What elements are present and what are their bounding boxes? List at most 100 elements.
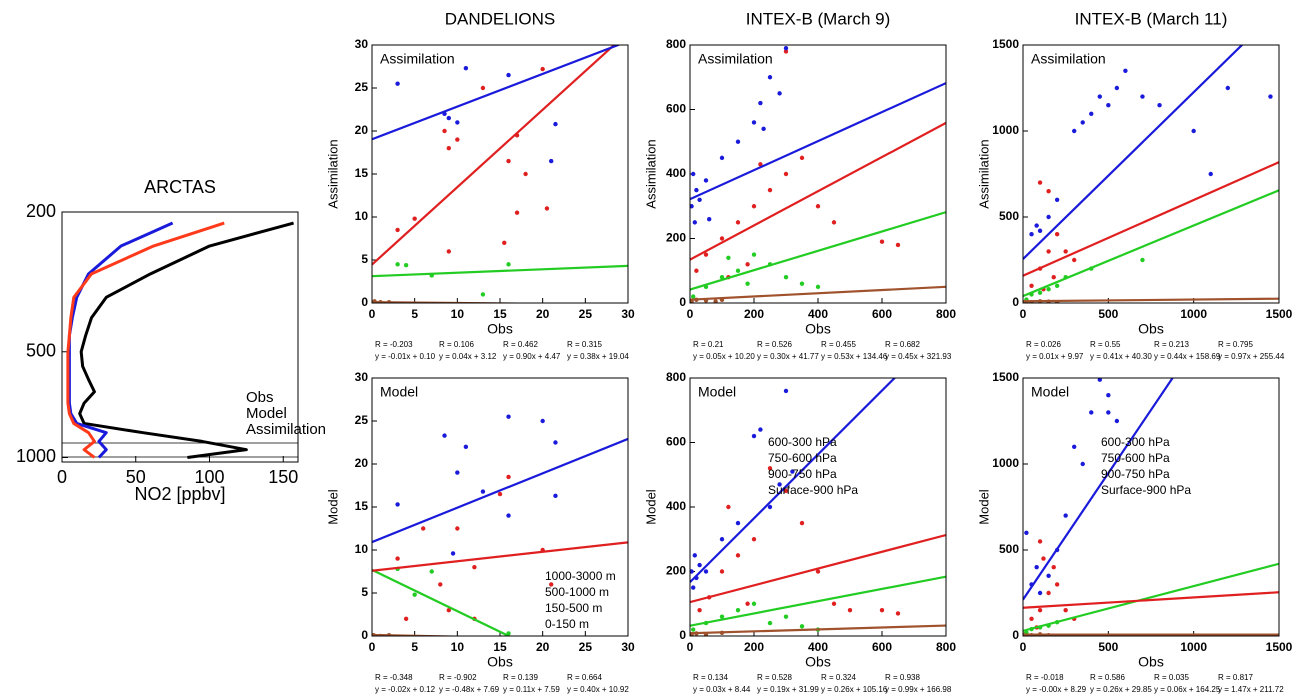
point <box>767 504 773 510</box>
fit-stats: y = 0.44x + 158.69 <box>1154 352 1221 361</box>
legend-label: 750-600 hPa <box>768 451 837 465</box>
legend-label: 0-150 m <box>545 617 589 631</box>
panel: 0 500 1000 1500 0 500 1000 1500 R = -0.018 y = -0… <box>976 370 1292 694</box>
point <box>544 206 550 211</box>
legend-label: Model <box>246 405 287 422</box>
point <box>767 187 773 193</box>
y-tick-label: 200 <box>666 564 686 578</box>
point <box>745 601 750 606</box>
point <box>703 569 709 574</box>
fit-stats: y = 0.01x + 9.97 <box>1026 352 1084 361</box>
point <box>1041 556 1046 561</box>
x-tick-label: 25 <box>579 307 593 321</box>
fit-line <box>372 264 628 278</box>
y-tick-label: 1000 <box>992 123 1019 137</box>
panel: INTEX-B (March 9) 0 200 400 600 800 0 200 400 600… <box>643 9 956 361</box>
plot-frame <box>61 211 299 463</box>
point <box>799 155 805 161</box>
point <box>790 469 795 474</box>
plot-frame <box>1022 44 1280 304</box>
y-tick-label: 1500 <box>992 370 1019 384</box>
fit-stats: y = 0.53x + 134.46 <box>821 352 888 361</box>
fit-line <box>690 575 946 627</box>
point <box>549 158 554 164</box>
fit-line <box>1023 591 1279 609</box>
profile-line <box>66 221 225 459</box>
panel-label: Model <box>380 384 418 400</box>
point <box>455 137 460 142</box>
fit-stats: y = -0.01x + 0.10 <box>375 352 436 361</box>
panel-label: Model <box>1031 384 1069 400</box>
legend-label: 500-1000 m <box>545 585 609 599</box>
point <box>691 585 696 590</box>
x-tick-label: 20 <box>536 307 550 321</box>
panel: 0 5 10 15 20 25 30 0 5 10 15 20 25 30 R = -0.348 y = -0… <box>325 370 635 694</box>
fit-stats: R = -0.902 <box>439 673 477 682</box>
fit-line <box>372 437 628 544</box>
point <box>1140 94 1145 99</box>
point <box>506 513 511 518</box>
fit-stats: y = 0.90x + 4.47 <box>503 352 561 361</box>
fit-line <box>690 211 946 291</box>
point <box>691 627 696 632</box>
point <box>758 162 763 167</box>
point <box>549 582 554 587</box>
y-tick-label: 400 <box>666 166 686 180</box>
point <box>446 249 451 254</box>
point <box>690 569 694 574</box>
y-tick-label: 0 <box>1012 295 1019 309</box>
point <box>455 526 460 531</box>
point <box>719 275 725 280</box>
x-axis-label: Obs <box>805 654 831 670</box>
fit-stats: y = 0.06x + 164.25 <box>1154 685 1221 694</box>
fit-stats: R = 0.526 <box>757 340 792 349</box>
x-tick-label: 5 <box>411 640 418 654</box>
point <box>1051 275 1056 280</box>
fit-stats: y = 1.47x + 211.72 <box>1218 685 1284 694</box>
x-tick-label: 0 <box>369 307 376 321</box>
point <box>895 611 901 616</box>
plot-frame <box>371 377 629 637</box>
point <box>719 537 725 542</box>
fit-stats: y = 0.11x + 7.59 <box>503 685 560 694</box>
y-tick-label: 25 <box>355 80 369 94</box>
fit-line <box>372 568 512 636</box>
y-tick-label: 600 <box>666 102 686 116</box>
fit-stats: R = 0.324 <box>821 673 856 682</box>
fit-stats: R = 0.664 <box>567 673 602 682</box>
point <box>799 520 805 526</box>
point <box>691 171 696 177</box>
point <box>446 146 451 151</box>
fit-stats: y = 0.03x + 8.44 <box>693 685 751 694</box>
y-tick-label: 0 <box>361 295 368 309</box>
fit-line <box>1023 161 1279 277</box>
x-tick-label: 1000 <box>1180 307 1207 321</box>
y-tick-label: 30 <box>355 370 369 384</box>
fit-stats: y = 0.30x + 41.77 <box>757 352 819 361</box>
fit-stats: R = 0.462 <box>503 340 538 349</box>
fit-stats: R = 0.106 <box>439 340 474 349</box>
x-axis-label: Obs <box>805 321 831 337</box>
x-tick-label: 50 <box>126 467 146 487</box>
fit-stats: R = -0.018 <box>1026 673 1064 682</box>
point <box>777 482 782 487</box>
fit-stats: R = 0.21 <box>693 340 724 349</box>
point <box>1029 616 1034 621</box>
fit-stats: y = -0.02x + 0.12 <box>375 685 436 694</box>
x-tick-label: 1500 <box>1266 307 1293 321</box>
x-tick-label: 400 <box>808 640 828 654</box>
y-tick-label: 0 <box>679 295 686 309</box>
point <box>1051 565 1056 570</box>
point <box>1037 608 1043 613</box>
y-tick-label: 30 <box>355 37 369 51</box>
point <box>1046 590 1051 596</box>
x-tick-label: 15 <box>493 307 507 321</box>
point <box>421 526 426 531</box>
point <box>703 178 709 183</box>
point <box>751 120 757 125</box>
y-tick-label: 5 <box>361 585 368 599</box>
fit-stats: R = 0.528 <box>757 673 792 682</box>
fit-stats: R = 0.315 <box>567 340 602 349</box>
point <box>847 608 853 613</box>
